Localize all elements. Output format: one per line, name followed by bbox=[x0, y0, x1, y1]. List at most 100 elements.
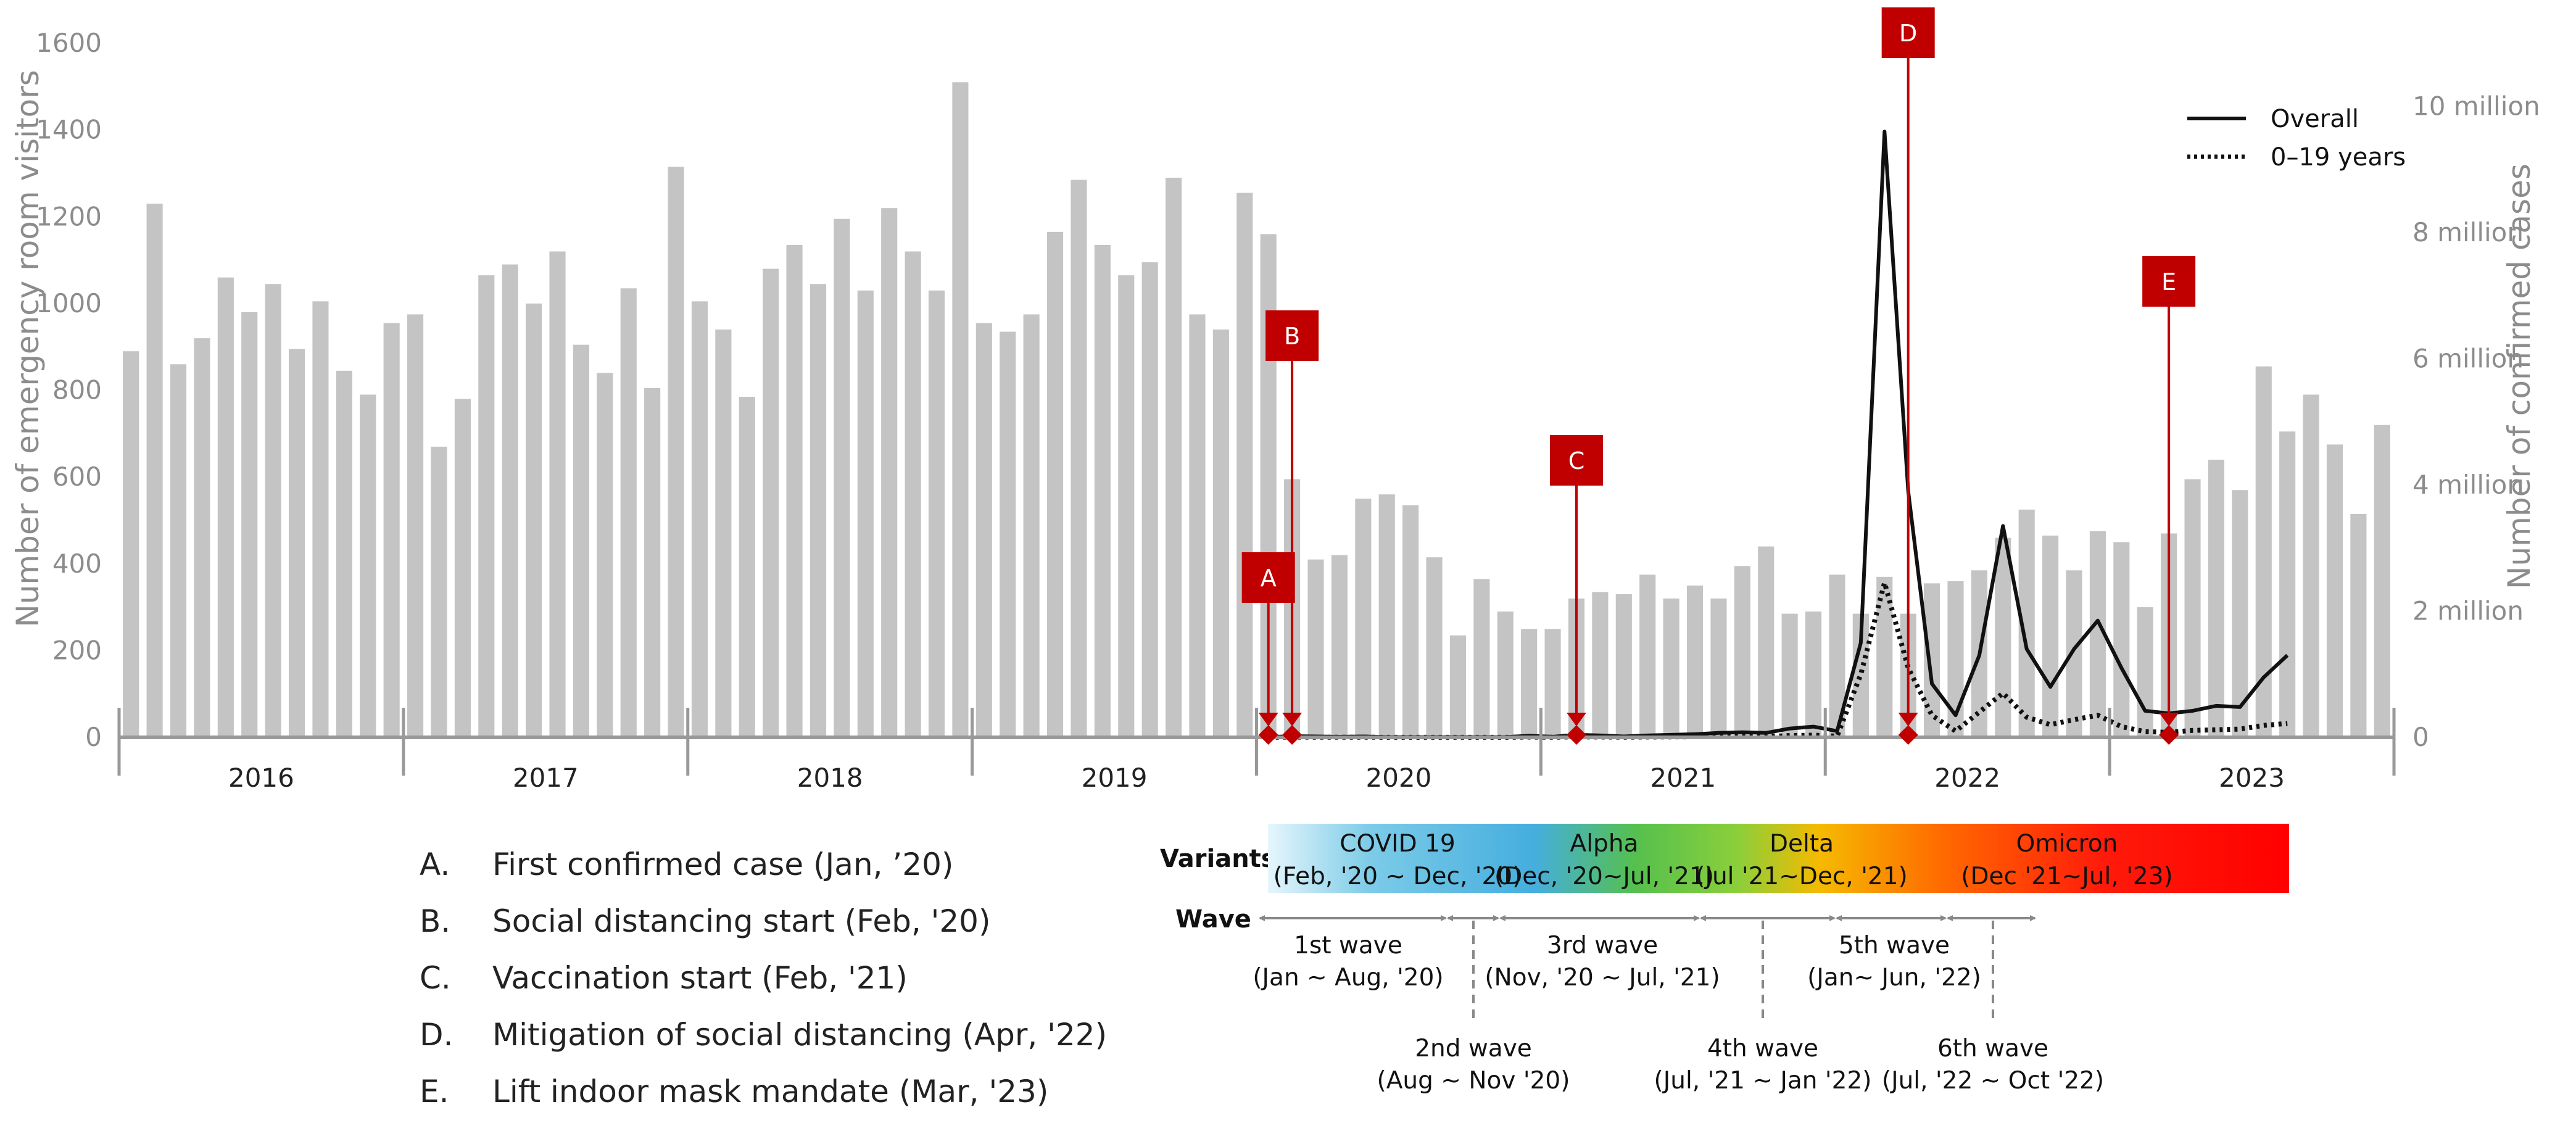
left-tick-1000: 1000 bbox=[36, 288, 102, 318]
bar-month-93 bbox=[2303, 394, 2319, 737]
bar-month-59 bbox=[1497, 611, 1514, 737]
wave-4-period: (Jul, '21 ~ Jan '22) bbox=[1654, 1067, 1872, 1095]
bar-month-36 bbox=[952, 82, 969, 737]
right-y-ticks: 0 2 million 4 million 6 million 8 million 10 … bbox=[2412, 91, 2540, 752]
bar-month-43 bbox=[1118, 275, 1135, 737]
bar-month-34 bbox=[905, 251, 921, 737]
bar-month-64 bbox=[1615, 594, 1632, 737]
left-tick-0: 0 bbox=[85, 722, 102, 752]
bar-month-19 bbox=[549, 251, 566, 737]
marker-d-arrow bbox=[1898, 713, 1918, 726]
marker-b: B bbox=[1265, 310, 1319, 745]
right-tick-3: 6 million bbox=[2412, 343, 2524, 373]
wave-2-period: (Aug ~ Nov '20) bbox=[1377, 1067, 1570, 1095]
wave-5-name: 5th wave bbox=[1839, 932, 1950, 959]
year-label-2016: 2016 bbox=[228, 763, 294, 793]
bar-month-11 bbox=[360, 394, 376, 737]
line-series bbox=[1268, 130, 2289, 740]
marker-d-letter: D bbox=[1899, 20, 1917, 47]
bar-month-86 bbox=[2137, 607, 2153, 737]
marker-d-diamond bbox=[1898, 725, 1918, 745]
event-list: A. First confirmed case (Jan, ’20) B. Socia… bbox=[420, 847, 1107, 1109]
marker-c-arrow bbox=[1566, 713, 1586, 726]
left-y-axis-title: Number of emergency room visitors bbox=[10, 70, 46, 627]
bar-month-72 bbox=[1805, 611, 1822, 737]
bar-month-55 bbox=[1402, 505, 1419, 737]
bar-month-32 bbox=[857, 290, 874, 737]
bar-month-88 bbox=[2184, 479, 2201, 737]
bar-month-22 bbox=[620, 288, 637, 737]
bar-month-54 bbox=[1378, 494, 1395, 737]
bar-month-44 bbox=[1141, 262, 1158, 737]
right-tick-4: 8 million bbox=[2412, 217, 2524, 247]
bar-month-56 bbox=[1426, 557, 1443, 737]
bar-month-77 bbox=[1924, 583, 1940, 737]
event-a-letter: A. bbox=[420, 847, 450, 882]
bar-month-18 bbox=[526, 303, 542, 737]
bar-month-3 bbox=[170, 364, 187, 737]
bar-month-96 bbox=[2374, 425, 2390, 737]
variant-0-period: (Feb, '20 ~ Dec, '20) bbox=[1274, 863, 1522, 890]
year-label-2019: 2019 bbox=[1082, 763, 1148, 793]
marker-d: D bbox=[1881, 7, 1935, 745]
event-c-text: Vaccination start (Feb, '21) bbox=[492, 960, 908, 996]
bar-month-27 bbox=[739, 397, 755, 737]
bar-month-83 bbox=[2066, 570, 2082, 737]
right-tick-1: 2 million bbox=[2412, 595, 2524, 626]
marker-a-letter: A bbox=[1261, 565, 1277, 592]
marker-e: E bbox=[2142, 256, 2196, 745]
marker-e-diamond bbox=[2159, 725, 2179, 745]
bar-month-7 bbox=[265, 284, 281, 737]
bar-month-1 bbox=[123, 351, 139, 737]
bar-month-2 bbox=[146, 204, 163, 737]
event-b-text: Social distancing start (Feb, '20) bbox=[492, 903, 991, 939]
bar-month-89 bbox=[2208, 460, 2225, 737]
wave-6-name: 6th wave bbox=[1937, 1035, 2048, 1063]
bar-series bbox=[123, 82, 2390, 737]
bar-month-20 bbox=[573, 344, 589, 737]
bar-month-21 bbox=[597, 373, 613, 737]
left-tick-400: 400 bbox=[52, 549, 102, 579]
bar-month-28 bbox=[763, 268, 779, 737]
marker-c-letter: C bbox=[1568, 447, 1585, 474]
event-b-letter: B. bbox=[420, 903, 450, 939]
bar-month-29 bbox=[786, 244, 803, 737]
bar-month-71 bbox=[1781, 613, 1798, 737]
wave-3-period: (Nov, '20 ~ Jul, '21) bbox=[1485, 964, 1720, 992]
bar-month-58 bbox=[1473, 579, 1490, 737]
wave-1-name: 1st wave bbox=[1294, 932, 1402, 959]
bar-month-69 bbox=[1734, 566, 1750, 737]
marker-b-letter: B bbox=[1284, 323, 1300, 350]
bar-month-68 bbox=[1710, 599, 1727, 737]
bar-month-51 bbox=[1307, 559, 1324, 737]
variant-2-period: (Jul '21~Dec, '21) bbox=[1696, 863, 1908, 890]
marker-a-arrow bbox=[1258, 713, 1278, 726]
bar-month-53 bbox=[1355, 499, 1372, 737]
variant-2-name: Delta bbox=[1770, 830, 1834, 858]
bar-month-63 bbox=[1592, 592, 1609, 737]
bar-month-52 bbox=[1331, 555, 1348, 737]
marker-a: A bbox=[1241, 552, 1295, 745]
variant-3-period: (Dec '21~Jul, '23) bbox=[1961, 863, 2173, 890]
wave-6-period: (Jul, '22 ~ Oct '22) bbox=[1882, 1067, 2104, 1095]
wave-5-period: (Jan~ Jun, '22) bbox=[1807, 964, 1981, 992]
variants-row-label: Variants bbox=[1160, 845, 1276, 873]
marker-e-letter: E bbox=[2161, 268, 2176, 296]
bar-month-6 bbox=[241, 312, 258, 737]
marker-b-box bbox=[1265, 310, 1319, 361]
year-label-2020: 2020 bbox=[1365, 763, 1431, 793]
bar-month-25 bbox=[691, 301, 708, 737]
bar-month-10 bbox=[336, 370, 352, 737]
waves-panel: Wave 1st wave (Jan ~ Aug, '20) 2nd wave (Au… bbox=[1175, 905, 2104, 1095]
variants-gradient-bar bbox=[1268, 824, 2289, 893]
marker-e-arrow bbox=[2159, 713, 2179, 726]
event-a-text: First confirmed case (Jan, ’20) bbox=[492, 847, 953, 882]
legend-0-19-label: 0–19 years bbox=[2271, 143, 2406, 172]
bar-month-4 bbox=[194, 338, 210, 737]
event-e-text: Lift indoor mask mandate (Mar, '23) bbox=[492, 1074, 1048, 1109]
bar-month-8 bbox=[288, 349, 305, 737]
bar-month-37 bbox=[975, 323, 992, 737]
bar-month-67 bbox=[1686, 585, 1704, 737]
overall-line bbox=[1268, 130, 2289, 739]
